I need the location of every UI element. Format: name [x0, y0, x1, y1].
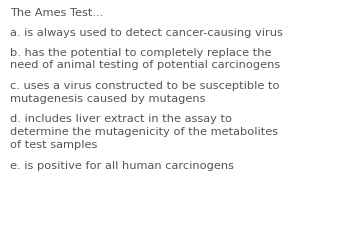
- Text: d. includes liver extract in the assay to
determine the mutagenicity of the meta: d. includes liver extract in the assay t…: [10, 113, 279, 149]
- Text: c. uses a virus constructed to be susceptible to
mutagenesis caused by mutagens: c. uses a virus constructed to be suscep…: [10, 80, 280, 103]
- Text: b. has the potential to completely replace the
need of animal testing of potenti: b. has the potential to completely repla…: [10, 47, 281, 70]
- Text: a. is always used to detect cancer-causing virus: a. is always used to detect cancer-causi…: [10, 28, 284, 38]
- Text: e. is positive for all human carcinogens: e. is positive for all human carcinogens: [10, 160, 234, 170]
- Text: The Ames Test...: The Ames Test...: [10, 8, 104, 18]
